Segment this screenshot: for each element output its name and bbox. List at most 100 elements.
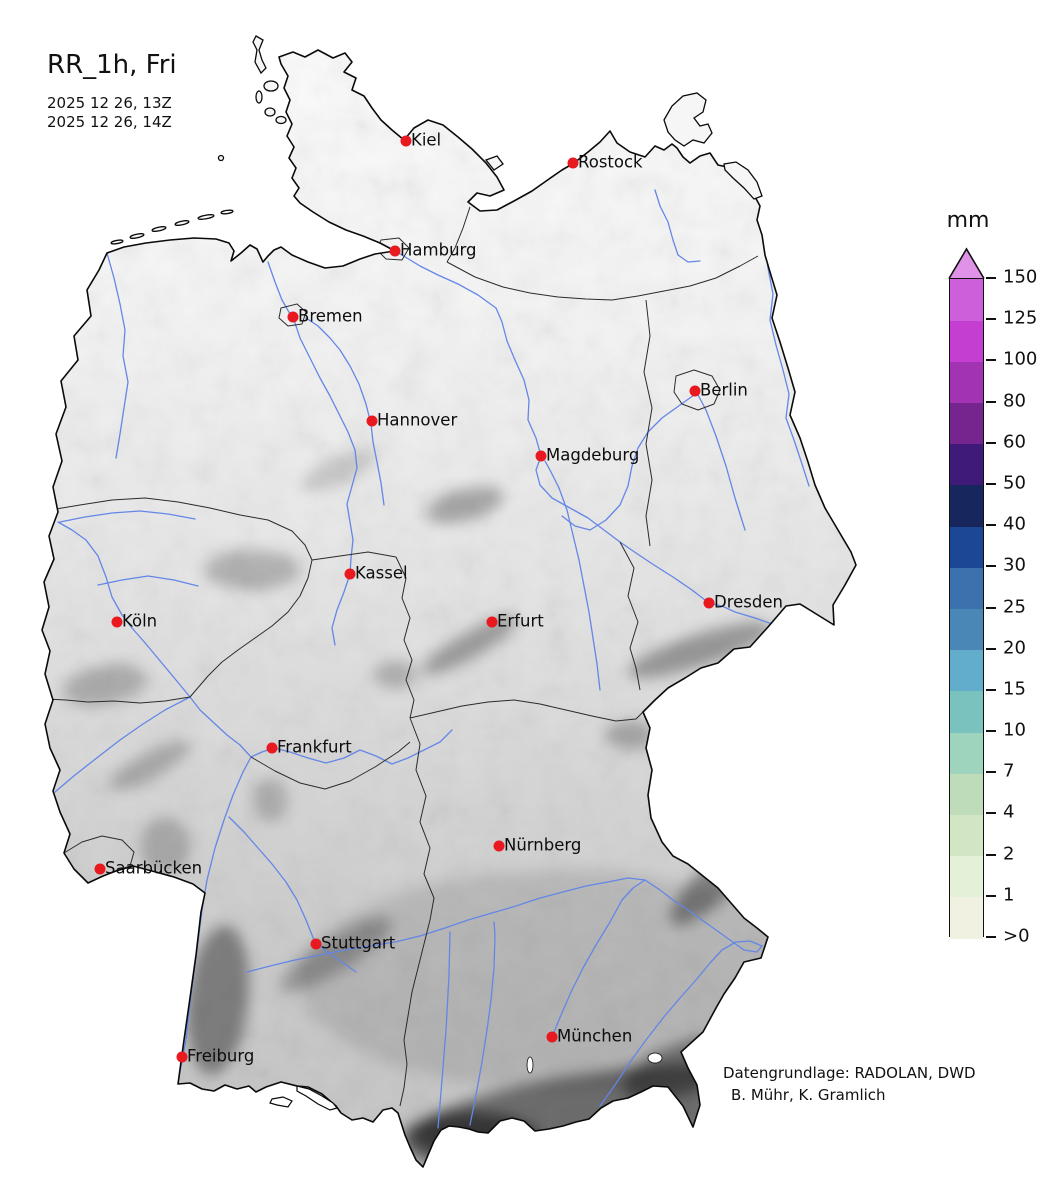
colorbar-tick (986, 771, 996, 774)
city-dot-icon (310, 938, 322, 950)
city-dot-icon (703, 597, 715, 609)
lake-starnberg (526, 1056, 534, 1074)
colorbar-tick (986, 936, 996, 938)
colorbar-tick (986, 400, 996, 403)
city-dot-icon (400, 135, 412, 147)
city-label: Saarbücken (105, 858, 203, 878)
colorbar-tick-label: 4 (1003, 801, 1015, 823)
river-ems (106, 252, 129, 459)
island-foehr (263, 80, 279, 92)
island-nordstrand (275, 115, 287, 125)
city-dot-icon (111, 616, 123, 628)
rivers (54, 189, 810, 1129)
city-label: Frankfurt (277, 737, 352, 757)
colorbar-segment (950, 526, 983, 568)
colorbar-tick (986, 647, 996, 650)
city-dot-icon (266, 742, 278, 754)
colorbar-tick-label: 125 (1003, 307, 1038, 329)
city-dot-icon (535, 450, 547, 462)
river-mosel (54, 696, 191, 793)
colorbar-segment (950, 896, 983, 939)
city-dot-icon (567, 157, 579, 169)
colorbar-segment (950, 361, 983, 404)
colorbar-tick-label: 7 (1003, 760, 1015, 782)
islands (110, 35, 763, 245)
colorbar-tick (986, 894, 996, 897)
city-label: Hamburg (400, 240, 477, 260)
colorbar-overflow-triangle (948, 247, 985, 279)
colorbar-tick-label: 20 (1003, 637, 1026, 659)
island-amrum (255, 90, 263, 104)
colorbar-tick (986, 730, 996, 733)
colorbar-tick-label: >0 (1003, 925, 1030, 947)
berlin-state-outline (673, 369, 721, 411)
colorbar-unit-label: mm (946, 208, 990, 233)
lake-untersee (269, 1096, 293, 1108)
city-label: Köln (122, 611, 158, 631)
river-saale (544, 460, 601, 691)
colorbar-segment (950, 855, 983, 898)
lakes (269, 1052, 663, 1111)
colorbar-segment (950, 732, 983, 774)
colorbar-segment (950, 773, 983, 815)
river-neckar (228, 816, 357, 973)
colorbar-segment (950, 484, 983, 527)
colorbar-tick-label: 40 (1003, 513, 1026, 535)
colorbar-tick (986, 318, 996, 321)
colorbar-segment (950, 690, 983, 733)
colorbar-tick (986, 688, 996, 691)
island-fehmarn (484, 155, 504, 171)
city-dot-icon (389, 245, 401, 257)
attribution-authors: B. Mühr, K. Gramlich (731, 1086, 886, 1104)
colorbar-segment (950, 608, 983, 651)
colorbar-segment (950, 402, 983, 445)
city-dot-icon (493, 840, 505, 852)
colorbar-tick (986, 524, 996, 527)
river-elbe (396, 251, 776, 626)
island-sylt (252, 35, 267, 75)
colorbar-tick-label: 100 (1003, 348, 1038, 370)
colorbar-tick (986, 853, 996, 856)
river-ruhr (97, 575, 199, 587)
colorbar-tick (986, 812, 996, 815)
colorbar-tick (986, 565, 996, 568)
river-peene (654, 189, 701, 263)
city-label: Bremen (298, 306, 363, 326)
city-label: Dresden (714, 592, 783, 612)
colorbar-tick-label: 80 (1003, 390, 1026, 412)
bremen-state-outline (278, 303, 307, 327)
river-iller (437, 931, 451, 1129)
city-dot-icon (689, 385, 701, 397)
colorbar-segment (950, 567, 983, 609)
island-helgoland (217, 154, 225, 162)
river-leine (305, 317, 385, 506)
colorbar-tick-label: 1 (1003, 884, 1015, 906)
attribution: Datengrundlage: RADOLAN, DWD B. Mühr, K.… (723, 1062, 976, 1106)
colorbar-tick-label: 30 (1003, 554, 1026, 576)
lake-chiemsee (647, 1052, 663, 1064)
river-isar (551, 879, 646, 1038)
river-inn (599, 940, 763, 1107)
city-label: Magdeburg (546, 445, 640, 465)
colorbar-tick (986, 606, 996, 609)
colorbar-tick (986, 359, 996, 362)
river-lippe (59, 510, 196, 523)
city-label: Erfurt (497, 611, 544, 631)
colorbar-segment (950, 443, 983, 486)
colorbar-segment (950, 649, 983, 692)
city-dot-icon (546, 1031, 558, 1043)
city-label: Hannover (377, 410, 458, 430)
island-usedom (723, 161, 763, 200)
attribution-source: Datengrundlage: RADOLAN, DWD (723, 1064, 976, 1082)
title-block: RR_1h, Fri 2025 12 26, 13Z 2025 12 26, 1… (47, 50, 177, 132)
city-label: Berlin (700, 380, 748, 400)
city-dot-icon (344, 568, 356, 580)
city-dot-icon (94, 863, 106, 875)
city-dot-icon (176, 1051, 188, 1063)
colorbar-tick (986, 441, 996, 444)
city-label: Freiburg (187, 1046, 255, 1066)
city-label: München (557, 1026, 633, 1046)
city-label: Stuttgart (321, 933, 396, 953)
river-danube (246, 877, 763, 973)
city-dot-icon (287, 311, 299, 323)
